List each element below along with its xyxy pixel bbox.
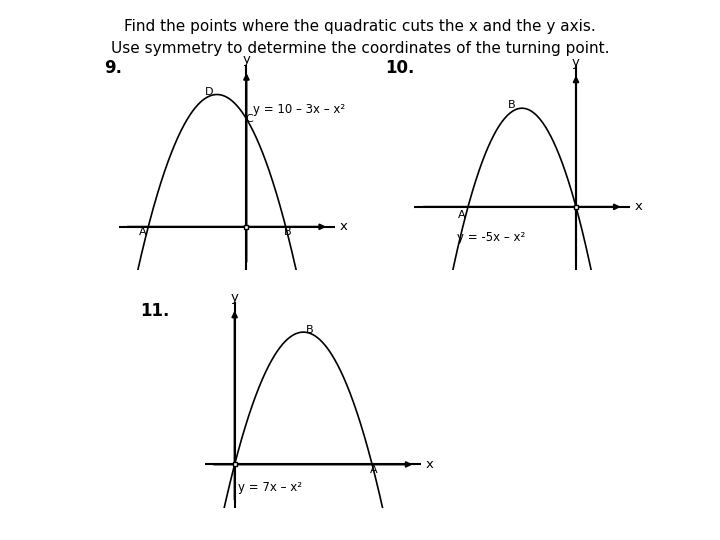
Text: C: C [246, 114, 253, 124]
Text: Find the points where the quadratic cuts the x and the y axis.: Find the points where the quadratic cuts… [124, 19, 596, 34]
Text: B: B [508, 100, 515, 110]
Text: B: B [305, 325, 313, 335]
Text: x: x [340, 220, 348, 233]
Text: 10.: 10. [385, 59, 415, 77]
Text: y = -5x – x²: y = -5x – x² [457, 231, 526, 244]
Text: y: y [243, 53, 251, 66]
Text: 11.: 11. [140, 302, 170, 320]
Text: 9.: 9. [104, 59, 122, 77]
Text: x: x [426, 458, 434, 471]
Text: y: y [572, 56, 580, 69]
Text: y: y [230, 291, 238, 303]
Text: B: B [284, 227, 292, 237]
Text: A: A [138, 227, 146, 237]
Text: D: D [205, 87, 213, 97]
Text: Use symmetry to determine the coordinates of the turning point.: Use symmetry to determine the coordinate… [111, 40, 609, 56]
Text: x: x [634, 200, 642, 213]
Text: A: A [458, 210, 465, 220]
Text: y = 10 – 3x – x²: y = 10 – 3x – x² [253, 103, 346, 116]
Text: A: A [370, 465, 378, 475]
Text: y = 7x – x²: y = 7x – x² [238, 481, 302, 494]
